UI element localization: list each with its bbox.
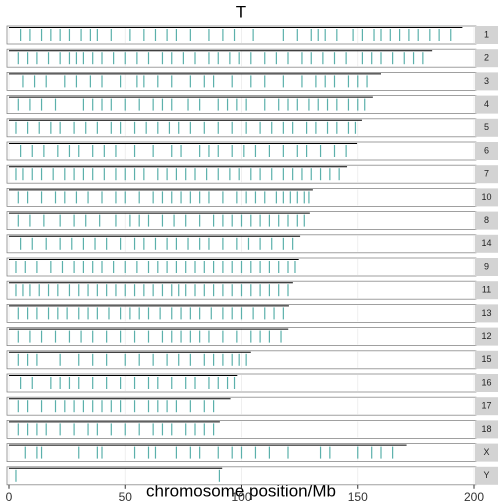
strip-label: 6 bbox=[484, 145, 489, 155]
x-tick-label: 200 bbox=[464, 490, 484, 504]
strip-label: 11 bbox=[482, 285, 491, 295]
strip bbox=[475, 142, 498, 160]
strip bbox=[475, 397, 498, 416]
strip-label: 8 bbox=[484, 215, 489, 225]
strip bbox=[475, 420, 498, 439]
strip bbox=[475, 188, 498, 207]
strip bbox=[475, 304, 498, 323]
strip-label: 3 bbox=[484, 76, 489, 86]
strip bbox=[475, 327, 498, 346]
strip-label: 5 bbox=[484, 122, 489, 132]
strip-label: 10 bbox=[481, 192, 491, 202]
x-tick-label: 150 bbox=[348, 490, 368, 504]
strip bbox=[475, 281, 498, 300]
x-tick-label: 0 bbox=[6, 490, 13, 504]
strip-label: Y bbox=[483, 470, 489, 480]
strip-label: 7 bbox=[484, 169, 489, 179]
strip bbox=[475, 258, 498, 276]
strip bbox=[475, 443, 498, 462]
strip bbox=[475, 466, 498, 485]
strip-label: 14 bbox=[481, 238, 491, 248]
strip-label: 2 bbox=[484, 53, 489, 63]
strip-label: 12 bbox=[481, 331, 491, 341]
strip bbox=[475, 49, 498, 68]
strip-label: 4 bbox=[484, 99, 489, 109]
strip-label: 17 bbox=[481, 401, 491, 411]
strip bbox=[475, 350, 498, 369]
strip bbox=[475, 118, 498, 137]
strip bbox=[475, 95, 498, 114]
strip-label: 15 bbox=[481, 354, 491, 364]
strip-label: 9 bbox=[484, 261, 489, 271]
strip-label: 18 bbox=[481, 424, 491, 434]
strip bbox=[475, 234, 498, 253]
strip bbox=[475, 72, 498, 91]
strip-label: 13 bbox=[481, 308, 491, 318]
strip bbox=[475, 211, 498, 230]
x-tick-label: 50 bbox=[119, 490, 133, 504]
strip bbox=[475, 374, 498, 392]
strip-label: 16 bbox=[481, 377, 491, 387]
strip bbox=[475, 26, 498, 44]
strip-label: 1 bbox=[484, 29, 489, 39]
x-tick-label: 100 bbox=[231, 490, 251, 504]
strip bbox=[475, 165, 498, 184]
chart-title: T bbox=[236, 2, 246, 21]
strip-label: X bbox=[483, 447, 489, 457]
x-axis-label: chromosome position/Mb bbox=[146, 481, 336, 500]
